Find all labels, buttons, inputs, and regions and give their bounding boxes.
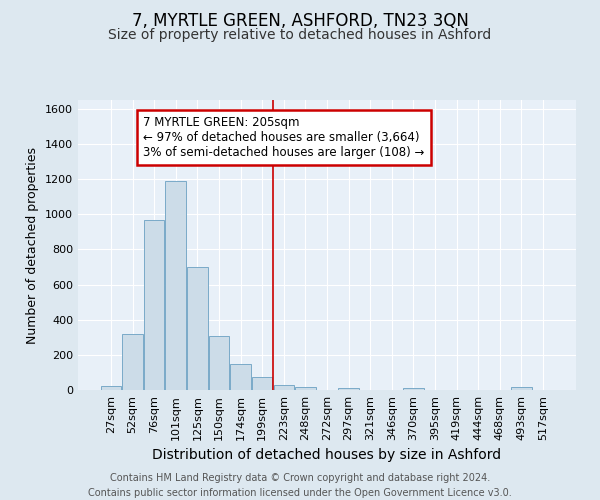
Bar: [252, 377, 272, 390]
Bar: [209, 336, 229, 390]
Bar: [511, 387, 532, 390]
Text: Size of property relative to detached houses in Ashford: Size of property relative to detached ho…: [109, 28, 491, 42]
Bar: [274, 384, 294, 390]
X-axis label: Distribution of detached houses by size in Ashford: Distribution of detached houses by size …: [152, 448, 502, 462]
Text: 7, MYRTLE GREEN, ASHFORD, TN23 3QN: 7, MYRTLE GREEN, ASHFORD, TN23 3QN: [131, 12, 469, 30]
Bar: [122, 334, 143, 390]
Bar: [403, 388, 424, 390]
Text: 7 MYRTLE GREEN: 205sqm
← 97% of detached houses are smaller (3,664)
3% of semi-d: 7 MYRTLE GREEN: 205sqm ← 97% of detached…: [143, 116, 425, 159]
Bar: [187, 267, 208, 390]
Bar: [295, 388, 316, 390]
Bar: [101, 386, 121, 390]
Text: Contains HM Land Registry data © Crown copyright and database right 2024.
Contai: Contains HM Land Registry data © Crown c…: [88, 472, 512, 498]
Bar: [166, 181, 186, 390]
Y-axis label: Number of detached properties: Number of detached properties: [26, 146, 40, 344]
Bar: [338, 388, 359, 390]
Bar: [230, 364, 251, 390]
Bar: [144, 220, 164, 390]
